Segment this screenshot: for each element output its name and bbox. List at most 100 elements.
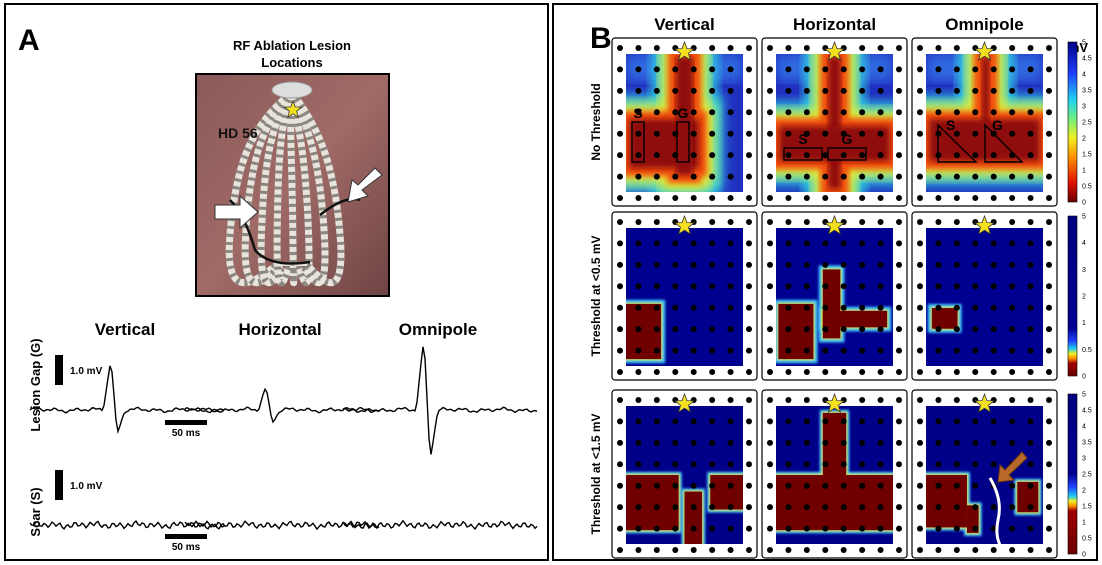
electrode-dot — [746, 131, 752, 137]
electrode-dot — [804, 326, 810, 332]
electrode-dot — [728, 504, 734, 510]
electrode-dot — [617, 88, 623, 94]
box-label: G — [842, 131, 853, 147]
electrode-dot — [767, 504, 773, 510]
electrode-dot — [878, 504, 884, 510]
electrode-dot — [822, 283, 828, 289]
electrode-dot — [785, 240, 791, 246]
electrode-dot — [1028, 219, 1034, 225]
electrode-dot — [767, 418, 773, 424]
electrode-dot — [917, 240, 923, 246]
colorbar-tick: 0.5 — [1082, 536, 1092, 543]
voltage-region — [779, 126, 890, 161]
electrode-dot — [841, 283, 847, 289]
electrode-dot — [917, 461, 923, 467]
electrode-dot — [709, 109, 715, 115]
colorbar-tick: 0 — [1082, 200, 1086, 207]
electrode-dot — [804, 369, 810, 375]
electrode-dot — [896, 66, 902, 72]
electrode-dot — [841, 109, 847, 115]
electrode-dot — [935, 240, 941, 246]
electrode-dot — [822, 174, 828, 180]
electrode-dot — [859, 418, 865, 424]
electrode-dot — [878, 348, 884, 354]
electrode-dot — [746, 348, 752, 354]
colorbar-tick: 1 — [1082, 320, 1086, 327]
electrode-dot — [822, 240, 828, 246]
electrode-dot — [878, 283, 884, 289]
electrode-dot — [991, 66, 997, 72]
electrode-dot — [691, 109, 697, 115]
electrode-dot — [972, 283, 978, 289]
electrode-dot — [954, 283, 960, 289]
electrode-dot — [746, 152, 752, 158]
electrode-dot — [954, 483, 960, 489]
electrode-dot — [709, 326, 715, 332]
electrode-dot — [635, 326, 641, 332]
electrode-dot — [878, 440, 884, 446]
electrode-dot — [1009, 195, 1015, 201]
electrode-dot — [654, 547, 660, 553]
colorbar-tick: 3 — [1082, 267, 1086, 274]
electrode-dot — [709, 131, 715, 137]
electrode-dot — [785, 369, 791, 375]
electrode-dot — [935, 547, 941, 553]
colorbar-tick: 1 — [1082, 520, 1086, 527]
electrode-dot — [991, 547, 997, 553]
colorbar-tick: 0 — [1082, 374, 1086, 381]
electrode-dot — [859, 440, 865, 446]
electrode-dot — [1028, 131, 1034, 137]
electrode-dot — [878, 195, 884, 201]
scale-label: 50 ms — [172, 428, 201, 439]
colorbar-tick: 2 — [1082, 294, 1086, 301]
electrode-dot — [1009, 418, 1015, 424]
electrode-dot — [804, 397, 810, 403]
electrode-dot — [991, 418, 997, 424]
electrode-dot — [935, 440, 941, 446]
electrode-dot — [991, 152, 997, 158]
electrode-dot — [972, 326, 978, 332]
voltage-region — [685, 492, 703, 544]
electrode-dot — [617, 397, 623, 403]
electrode-dot — [709, 305, 715, 311]
electrode-dot — [841, 66, 847, 72]
electrode-dot — [1046, 526, 1052, 532]
electrode-dot — [972, 174, 978, 180]
electrode-dot — [617, 195, 623, 201]
electrode-dot — [728, 152, 734, 158]
electrode-dot — [954, 195, 960, 201]
electrode-dot — [1009, 219, 1015, 225]
electrode-dot — [954, 440, 960, 446]
electrode-dot — [954, 109, 960, 115]
voltage-map — [774, 228, 893, 366]
electrode-dot — [617, 369, 623, 375]
electrode-dot — [691, 195, 697, 201]
voltage-region — [982, 57, 990, 134]
electrode-dot — [841, 152, 847, 158]
electrode-dot — [954, 504, 960, 510]
electrode-dot — [1028, 326, 1034, 332]
electrode-dot — [767, 131, 773, 137]
electrode-dot — [746, 262, 752, 268]
electrode-dot — [1028, 174, 1034, 180]
electrode-dot — [785, 348, 791, 354]
electrode-dot — [896, 174, 902, 180]
electrode-dot — [954, 45, 960, 51]
electrode-dot — [1009, 283, 1015, 289]
electrode-dot — [878, 461, 884, 467]
electrode-dot — [935, 418, 941, 424]
electrode-dot — [728, 461, 734, 467]
electrode-dot — [672, 504, 678, 510]
electrode-dot — [954, 174, 960, 180]
electrode-dot — [691, 418, 697, 424]
electrode-dot — [617, 131, 623, 137]
electrode-dot — [954, 326, 960, 332]
electrode-dot — [991, 326, 997, 332]
electrode-dot — [935, 45, 941, 51]
electrode-dot — [767, 483, 773, 489]
electrode-dot — [1046, 397, 1052, 403]
electrode-dot — [804, 262, 810, 268]
electrode-dot — [917, 483, 923, 489]
electrode-dot — [767, 152, 773, 158]
electrode-dot — [709, 195, 715, 201]
